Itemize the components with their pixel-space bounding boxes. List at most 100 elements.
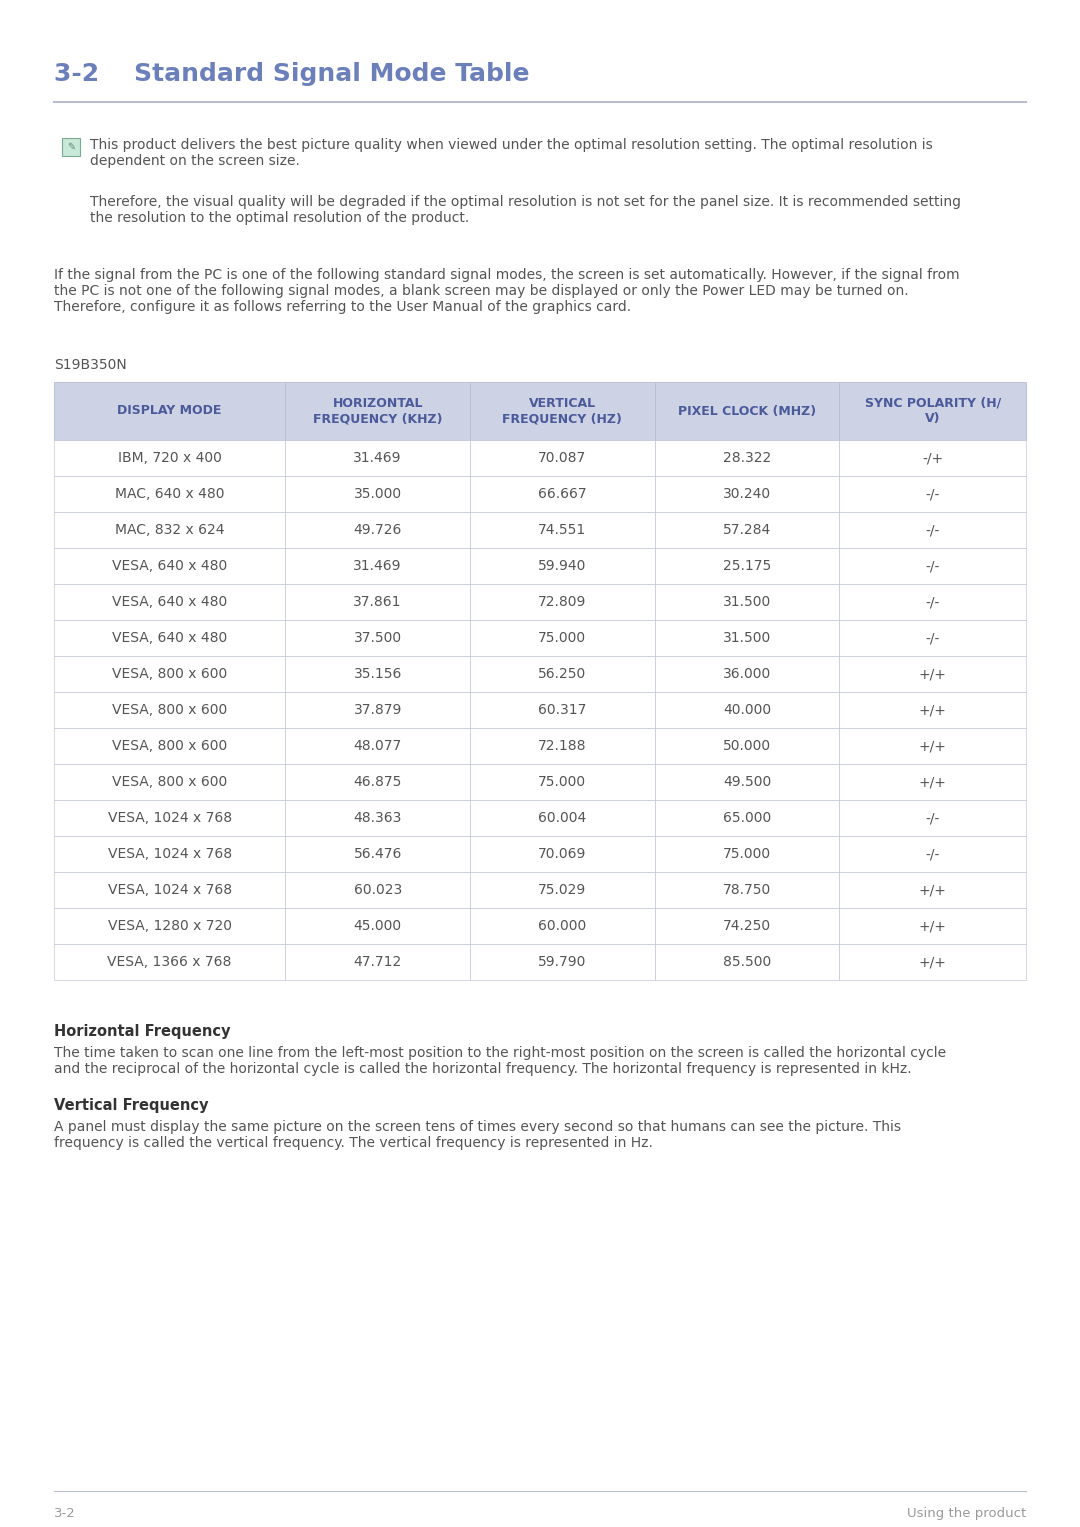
Text: PIXEL CLOCK (MHZ): PIXEL CLOCK (MHZ) xyxy=(678,405,816,417)
Text: -/+: -/+ xyxy=(922,450,943,466)
Text: 47.712: 47.712 xyxy=(353,954,402,970)
Text: 35.156: 35.156 xyxy=(353,667,402,681)
Bar xyxy=(839,657,1026,692)
Bar xyxy=(285,909,470,944)
Bar xyxy=(470,692,654,728)
Text: VESA, 800 x 600: VESA, 800 x 600 xyxy=(112,667,227,681)
Text: 85.500: 85.500 xyxy=(723,954,771,970)
Text: MAC, 832 x 624: MAC, 832 x 624 xyxy=(114,524,225,538)
Bar xyxy=(285,800,470,835)
Text: 75.029: 75.029 xyxy=(538,883,586,896)
Bar xyxy=(285,835,470,872)
Bar xyxy=(654,583,839,620)
Bar xyxy=(654,548,839,583)
Text: 60.000: 60.000 xyxy=(538,919,586,933)
Bar xyxy=(62,137,80,156)
Text: 49.726: 49.726 xyxy=(353,524,402,538)
Bar xyxy=(285,548,470,583)
Bar xyxy=(285,476,470,512)
Text: 60.317: 60.317 xyxy=(538,702,586,718)
Text: 75.000: 75.000 xyxy=(723,847,771,861)
Bar xyxy=(470,909,654,944)
Text: Using the product: Using the product xyxy=(907,1507,1026,1519)
Bar xyxy=(54,909,285,944)
Text: 74.250: 74.250 xyxy=(723,919,771,933)
Bar xyxy=(54,800,285,835)
Text: 46.875: 46.875 xyxy=(353,776,402,789)
Text: 3-2    Standard Signal Mode Table: 3-2 Standard Signal Mode Table xyxy=(54,63,529,86)
Text: 40.000: 40.000 xyxy=(723,702,771,718)
Text: VESA, 1024 x 768: VESA, 1024 x 768 xyxy=(108,847,232,861)
Text: 59.790: 59.790 xyxy=(538,954,586,970)
Text: 45.000: 45.000 xyxy=(353,919,402,933)
Bar xyxy=(470,872,654,909)
Bar xyxy=(470,548,654,583)
Bar xyxy=(285,583,470,620)
Text: 66.667: 66.667 xyxy=(538,487,586,501)
Bar xyxy=(839,800,1026,835)
Text: VESA, 800 x 600: VESA, 800 x 600 xyxy=(112,739,227,753)
Bar xyxy=(654,872,839,909)
Bar xyxy=(285,872,470,909)
Bar xyxy=(839,583,1026,620)
Text: VESA, 800 x 600: VESA, 800 x 600 xyxy=(112,702,227,718)
Text: -/-: -/- xyxy=(926,631,940,644)
Bar xyxy=(54,728,285,764)
Bar xyxy=(285,692,470,728)
Text: 3-2: 3-2 xyxy=(54,1507,76,1519)
Bar xyxy=(470,476,654,512)
Text: 49.500: 49.500 xyxy=(723,776,771,789)
Bar xyxy=(470,944,654,980)
Text: 50.000: 50.000 xyxy=(723,739,771,753)
Text: 56.250: 56.250 xyxy=(538,667,586,681)
Bar xyxy=(654,382,839,440)
Text: +/+: +/+ xyxy=(919,702,947,718)
Bar xyxy=(54,476,285,512)
Text: +/+: +/+ xyxy=(919,954,947,970)
Bar xyxy=(54,548,285,583)
Text: +/+: +/+ xyxy=(919,883,947,896)
Text: 72.809: 72.809 xyxy=(538,596,586,609)
Text: 48.077: 48.077 xyxy=(353,739,402,753)
Bar xyxy=(839,728,1026,764)
Bar xyxy=(470,657,654,692)
Text: 70.069: 70.069 xyxy=(538,847,586,861)
Text: 31.500: 31.500 xyxy=(723,596,771,609)
Text: Therefore, the visual quality will be degraded if the optimal resolution is not : Therefore, the visual quality will be de… xyxy=(90,195,961,224)
Bar xyxy=(654,800,839,835)
Bar xyxy=(54,512,285,548)
Bar xyxy=(54,620,285,657)
Text: VESA, 640 x 480: VESA, 640 x 480 xyxy=(112,631,227,644)
Text: VESA, 1024 x 768: VESA, 1024 x 768 xyxy=(108,811,232,825)
Text: VESA, 800 x 600: VESA, 800 x 600 xyxy=(112,776,227,789)
Bar xyxy=(839,620,1026,657)
Text: 37.861: 37.861 xyxy=(353,596,402,609)
Bar xyxy=(285,728,470,764)
Bar xyxy=(285,657,470,692)
Bar xyxy=(839,764,1026,800)
Text: Horizontal Frequency: Horizontal Frequency xyxy=(54,1025,230,1038)
Text: VESA, 1280 x 720: VESA, 1280 x 720 xyxy=(108,919,232,933)
Bar xyxy=(470,440,654,476)
Text: 48.363: 48.363 xyxy=(353,811,402,825)
Text: -/-: -/- xyxy=(926,847,940,861)
Text: -/-: -/- xyxy=(926,811,940,825)
Text: If the signal from the PC is one of the following standard signal modes, the scr: If the signal from the PC is one of the … xyxy=(54,269,960,315)
Bar xyxy=(470,800,654,835)
Bar xyxy=(54,382,285,440)
Text: 37.879: 37.879 xyxy=(353,702,402,718)
Text: +/+: +/+ xyxy=(919,739,947,753)
Text: 37.500: 37.500 xyxy=(353,631,402,644)
Text: 31.500: 31.500 xyxy=(723,631,771,644)
Bar xyxy=(470,728,654,764)
Text: 57.284: 57.284 xyxy=(723,524,771,538)
Bar xyxy=(54,692,285,728)
Text: DISPLAY MODE: DISPLAY MODE xyxy=(118,405,221,417)
Text: 60.023: 60.023 xyxy=(353,883,402,896)
Text: +/+: +/+ xyxy=(919,776,947,789)
Bar xyxy=(470,835,654,872)
Bar xyxy=(285,440,470,476)
Text: -/-: -/- xyxy=(926,487,940,501)
Text: 28.322: 28.322 xyxy=(723,450,771,466)
Text: 70.087: 70.087 xyxy=(538,450,586,466)
